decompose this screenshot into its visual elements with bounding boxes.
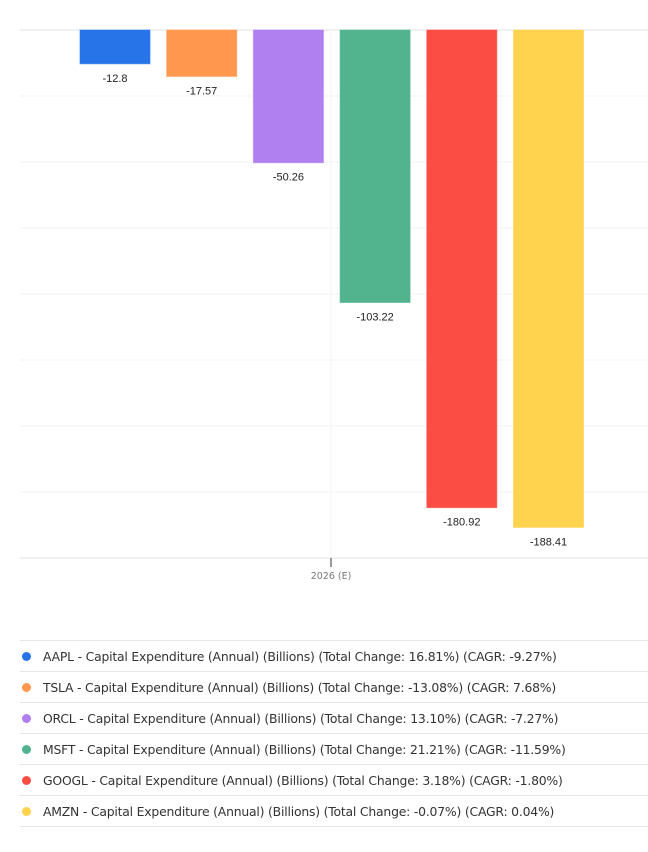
legend-dot-icon [22, 651, 31, 661]
data-label-tsla: -17.57 [186, 85, 217, 97]
bar-googl [426, 29, 498, 509]
legend-dot-icon [22, 682, 31, 692]
bar-msft [339, 29, 411, 304]
data-label-googl: -180.92 [443, 517, 480, 529]
legend-label: MSFT - Capital Expenditure (Annual) (Bil… [43, 741, 566, 757]
bar-aapl [79, 29, 151, 65]
chart-legend: AAPL - Capital Expenditure (Annual) (Bil… [20, 640, 648, 827]
x-tick-label: 2026 (E) [311, 571, 352, 582]
legend-item-msft[interactable]: MSFT - Capital Expenditure (Annual) (Bil… [20, 734, 648, 765]
legend-label: AMZN - Capital Expenditure (Annual) (Bil… [43, 803, 555, 819]
legend-label: AAPL - Capital Expenditure (Annual) (Bil… [43, 648, 557, 664]
legend-item-googl[interactable]: GOOGL - Capital Expenditure (Annual) (Bi… [20, 765, 648, 796]
bar-orcl [252, 29, 324, 164]
legend-label: GOOGL - Capital Expenditure (Annual) (Bi… [43, 772, 563, 788]
legend-item-aapl[interactable]: AAPL - Capital Expenditure (Annual) (Bil… [20, 641, 648, 672]
data-label-amzn: -188.41 [530, 536, 567, 548]
legend-item-tsla[interactable]: TSLA - Capital Expenditure (Annual) (Bil… [20, 672, 648, 703]
legend-label: ORCL - Capital Expenditure (Annual) (Bil… [43, 710, 559, 726]
data-label-aapl: -12.8 [102, 73, 127, 85]
bar-chart: -12.8 -17.57 -50.26 -103.22 -180.92 -188.41 20… [20, 29, 648, 582]
bar-amzn [513, 29, 584, 528]
bar-tsla [166, 29, 238, 77]
legend-item-amzn[interactable]: AMZN - Capital Expenditure (Annual) (Bil… [20, 796, 648, 827]
legend-dot-icon [22, 806, 31, 816]
data-label-msft: -103.22 [356, 312, 393, 324]
legend-dot-icon [22, 713, 31, 723]
legend-dot-icon [22, 744, 31, 754]
legend-label: TSLA - Capital Expenditure (Annual) (Bil… [43, 679, 557, 695]
legend-dot-icon [22, 775, 31, 785]
data-label-orcl: -50.26 [273, 172, 304, 184]
legend-item-orcl[interactable]: ORCL - Capital Expenditure (Annual) (Bil… [20, 703, 648, 734]
